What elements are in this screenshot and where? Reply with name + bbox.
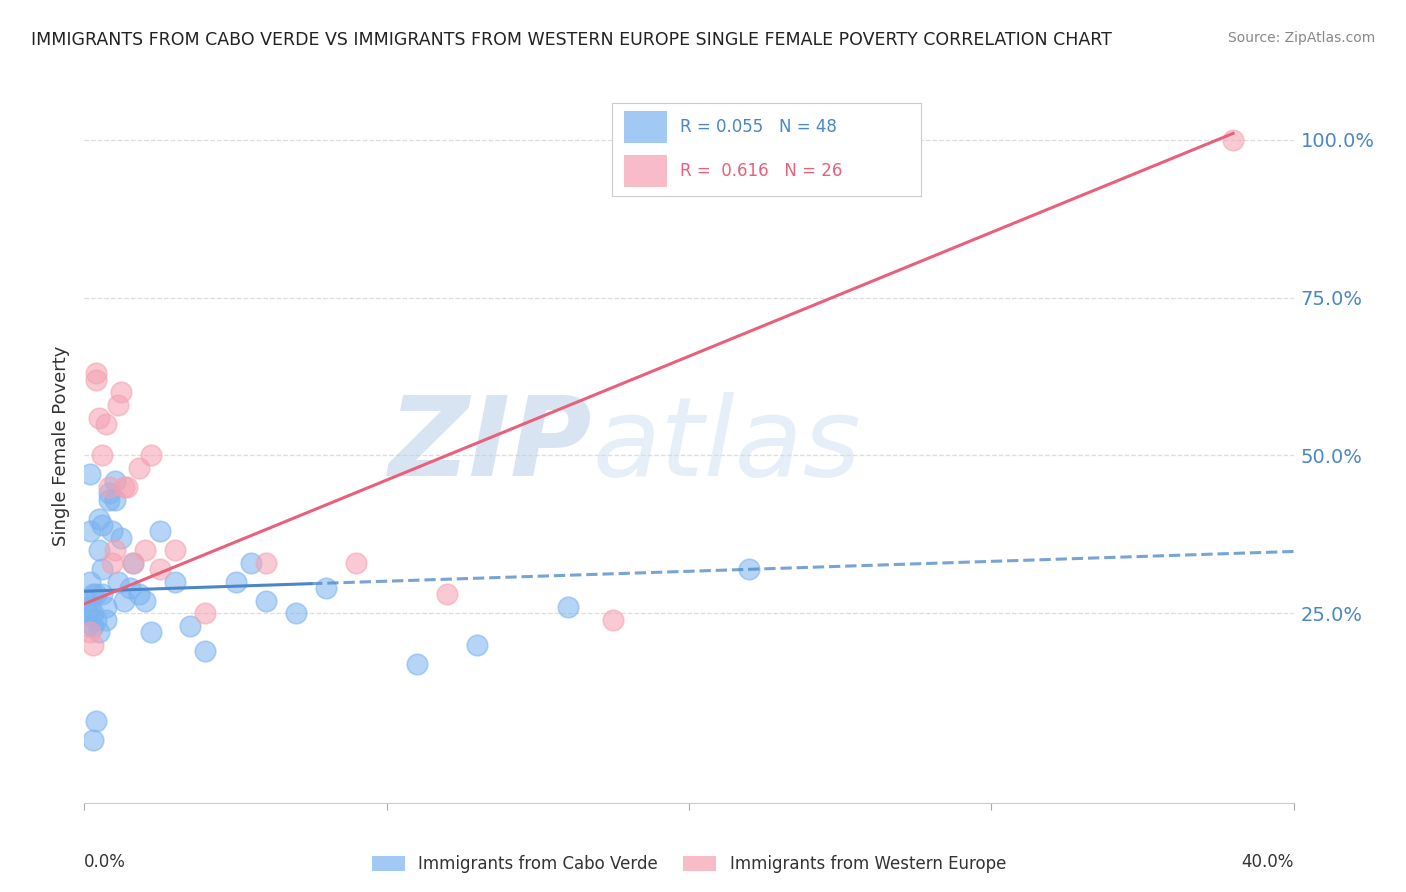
Point — [91, 449, 114, 463]
Point — [82, 587, 104, 601]
Point — [94, 600, 117, 615]
Point — [467, 638, 489, 652]
Point — [112, 480, 135, 494]
Point — [128, 461, 150, 475]
Point — [110, 385, 132, 400]
Point — [112, 593, 135, 607]
Y-axis label: Single Female Poverty: Single Female Poverty — [52, 346, 70, 546]
Point — [89, 543, 111, 558]
Point — [97, 486, 120, 500]
Point — [76, 619, 98, 633]
Point — [134, 543, 156, 558]
Point — [134, 593, 156, 607]
Point — [602, 613, 624, 627]
Point — [194, 607, 217, 621]
Point — [254, 556, 277, 570]
Point — [165, 543, 187, 558]
Point — [139, 449, 162, 463]
Point — [104, 492, 127, 507]
Text: Source: ZipAtlas.com: Source: ZipAtlas.com — [1227, 31, 1375, 45]
Point — [118, 581, 141, 595]
Point — [104, 474, 127, 488]
Point — [89, 511, 111, 525]
Point — [91, 587, 114, 601]
Point — [139, 625, 162, 640]
Point — [89, 410, 111, 425]
Point — [86, 367, 108, 381]
Point — [239, 556, 262, 570]
Point — [86, 587, 108, 601]
Point — [97, 480, 120, 494]
Point — [76, 607, 98, 621]
Point — [82, 619, 104, 633]
Point — [315, 581, 337, 595]
Point — [79, 600, 101, 615]
Point — [97, 492, 120, 507]
Point — [121, 556, 143, 570]
Text: R = 0.055   N = 48: R = 0.055 N = 48 — [679, 118, 837, 136]
Point — [128, 587, 150, 601]
Text: 0.0%: 0.0% — [84, 853, 127, 871]
Point — [1222, 133, 1244, 147]
Point — [738, 562, 761, 576]
Point — [285, 607, 308, 621]
Bar — [624, 155, 668, 187]
Point — [82, 732, 104, 747]
Text: ZIP: ZIP — [388, 392, 592, 500]
Point — [107, 574, 129, 589]
Point — [557, 600, 579, 615]
Point — [194, 644, 217, 658]
Point — [104, 543, 127, 558]
Bar — [624, 111, 668, 143]
Point — [79, 625, 101, 640]
Point — [86, 714, 108, 728]
Text: R =  0.616   N = 26: R = 0.616 N = 26 — [679, 162, 842, 180]
Point — [94, 613, 117, 627]
Text: IMMIGRANTS FROM CABO VERDE VS IMMIGRANTS FROM WESTERN EUROPE SINGLE FEMALE POVER: IMMIGRANTS FROM CABO VERDE VS IMMIGRANTS… — [31, 31, 1112, 49]
Point — [100, 556, 122, 570]
Point — [115, 480, 138, 494]
Legend: Immigrants from Cabo Verde, Immigrants from Western Europe: Immigrants from Cabo Verde, Immigrants f… — [366, 849, 1012, 880]
Point — [86, 373, 108, 387]
Point — [82, 638, 104, 652]
Point — [86, 613, 108, 627]
Point — [149, 562, 172, 576]
Point — [436, 587, 458, 601]
Point — [110, 531, 132, 545]
Point — [91, 517, 114, 532]
Point — [254, 593, 277, 607]
Text: atlas: atlas — [592, 392, 860, 500]
Point — [346, 556, 368, 570]
Point — [79, 524, 101, 539]
Point — [406, 657, 429, 671]
Point — [100, 524, 122, 539]
Point — [89, 625, 111, 640]
Point — [82, 607, 104, 621]
Point — [121, 556, 143, 570]
Point — [91, 562, 114, 576]
Point — [107, 398, 129, 412]
Point — [76, 593, 98, 607]
Point — [79, 467, 101, 482]
Point — [165, 574, 187, 589]
Point — [94, 417, 117, 431]
Point — [149, 524, 172, 539]
Text: 40.0%: 40.0% — [1241, 853, 1294, 871]
Point — [79, 574, 101, 589]
Point — [225, 574, 247, 589]
Point — [179, 619, 201, 633]
